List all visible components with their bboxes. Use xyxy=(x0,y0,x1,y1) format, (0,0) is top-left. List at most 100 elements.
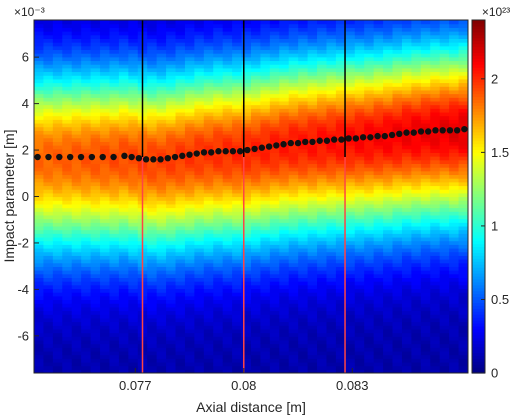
heatmap-cell xyxy=(34,295,45,301)
heatmap-cell xyxy=(364,358,375,363)
colorbar-segment xyxy=(472,67,485,71)
heatmap-cell xyxy=(392,292,403,297)
heatmap-cell xyxy=(232,23,243,28)
heatmap-cell xyxy=(118,347,129,352)
heatmap-cell xyxy=(118,20,129,25)
heatmap-cell xyxy=(430,317,441,323)
heatmap-cell xyxy=(269,126,280,131)
heatmap-cell xyxy=(156,82,167,87)
heatmap-cell xyxy=(458,251,468,256)
heatmap-cell xyxy=(100,31,111,36)
heatmap-cell xyxy=(373,314,384,319)
heatmap-cell xyxy=(354,207,365,212)
heatmap-cell xyxy=(232,225,243,231)
heatmap-cell xyxy=(317,317,328,323)
heatmap-cell xyxy=(81,317,92,323)
heatmap-cell xyxy=(364,303,375,308)
heatmap-cell xyxy=(156,361,167,367)
heatmap-cell xyxy=(251,159,262,165)
heatmap-cell xyxy=(260,170,271,176)
heatmap-cell xyxy=(345,229,356,234)
heatmap-cell xyxy=(269,181,280,187)
heatmap-cell xyxy=(298,75,309,80)
heatmap-cell xyxy=(307,306,318,312)
heatmap-cell xyxy=(449,200,460,205)
heatmap-cell xyxy=(430,277,441,282)
heatmap-cell xyxy=(43,211,54,216)
heatmap-cell xyxy=(298,361,309,367)
heatmap-cell xyxy=(241,343,252,348)
heatmap-cell xyxy=(251,108,262,113)
heatmap-cell xyxy=(232,78,243,84)
heatmap-cell xyxy=(411,214,422,220)
heatmap-cell xyxy=(392,53,403,58)
heatmap-cell xyxy=(288,225,299,231)
heatmap-cell xyxy=(430,236,441,242)
peak-point xyxy=(323,137,331,144)
heatmap-cell xyxy=(43,270,54,275)
heatmap-cell xyxy=(449,222,460,227)
heatmap-cell xyxy=(232,126,243,131)
heatmap-cell xyxy=(458,89,468,95)
heatmap-cell xyxy=(222,100,233,106)
heatmap-cell xyxy=(184,255,195,260)
heatmap-cell xyxy=(203,251,214,256)
heatmap-cell xyxy=(71,108,82,113)
heatmap-cell xyxy=(392,277,403,282)
heatmap-cell xyxy=(213,251,224,256)
heatmap-cell xyxy=(401,273,412,278)
heatmap-cell xyxy=(90,288,101,293)
heatmap-cell xyxy=(147,34,158,39)
heatmap-cell xyxy=(62,178,73,183)
heatmap-cell xyxy=(279,303,290,308)
heatmap-cell xyxy=(71,159,82,165)
heatmap-cell xyxy=(326,20,337,25)
colorbar-segment xyxy=(472,311,485,315)
heatmap-cell xyxy=(118,141,129,146)
peak-point xyxy=(425,128,432,135)
heatmap-cell xyxy=(52,233,63,238)
heatmap-cell xyxy=(118,49,129,54)
heatmap-cell xyxy=(373,163,384,168)
heatmap-cell xyxy=(317,339,328,345)
heatmap-cell xyxy=(439,358,450,363)
heatmap-cell xyxy=(175,332,186,337)
heatmap-cell xyxy=(43,259,54,264)
heatmap-cell xyxy=(34,189,45,194)
heatmap-cell xyxy=(34,361,45,367)
heatmap-cell xyxy=(458,295,468,301)
heatmap-cell xyxy=(439,284,450,290)
heatmap-cell xyxy=(118,218,129,223)
heatmap-cell xyxy=(52,130,63,135)
heatmap-cell xyxy=(449,295,460,301)
heatmap-cell xyxy=(251,141,262,146)
heatmap-cell xyxy=(411,277,422,282)
heatmap-cell xyxy=(345,281,356,286)
heatmap-cell xyxy=(326,181,337,187)
heatmap-cell xyxy=(203,42,214,47)
heatmap-cell xyxy=(222,358,233,363)
heatmap-cell xyxy=(62,133,73,139)
heatmap-cell xyxy=(458,20,468,25)
heatmap-cell xyxy=(269,262,280,267)
heatmap-cell xyxy=(175,325,186,330)
heatmap-cell xyxy=(345,273,356,278)
heatmap-cell xyxy=(118,75,129,80)
heatmap-cell xyxy=(232,104,243,109)
heatmap-cell xyxy=(326,214,337,220)
heatmap-cell xyxy=(326,148,337,153)
heatmap-cell xyxy=(458,369,468,373)
heatmap-cell xyxy=(345,78,356,84)
heatmap-cell xyxy=(43,218,54,223)
heatmap-cell xyxy=(364,53,375,58)
heatmap-cell xyxy=(222,137,233,142)
heatmap-cell xyxy=(430,86,441,91)
heatmap-cell xyxy=(222,214,233,220)
heatmap-cell xyxy=(345,321,356,326)
heatmap-cell xyxy=(449,288,460,293)
heatmap-cell xyxy=(43,332,54,337)
heatmap-cell xyxy=(34,45,45,51)
heatmap-cell xyxy=(213,93,224,98)
heatmap-cell xyxy=(81,97,92,102)
heatmap-cell xyxy=(118,133,129,139)
